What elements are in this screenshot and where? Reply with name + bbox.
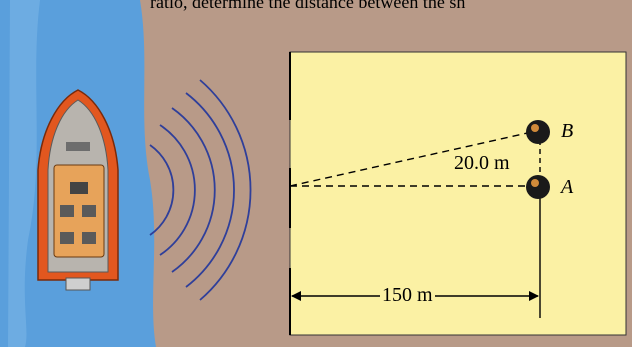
label-b: B (561, 120, 574, 142)
speaker-a (526, 175, 550, 199)
caption-fragment: ratio, determine the distance between th… (150, 0, 466, 12)
boat-hatch (66, 142, 90, 151)
sound-wave (171, 107, 216, 273)
boat-icon (37, 89, 119, 291)
sound-wave (159, 124, 196, 256)
distance-label: 150 m (380, 284, 435, 307)
sound-wave (185, 92, 235, 288)
speaker-b (526, 120, 550, 144)
speaker-b-highlight (531, 124, 539, 132)
sound-wave-icon (149, 79, 252, 301)
speaker-icon (526, 120, 550, 144)
cabin-window (60, 205, 74, 217)
sound-wave (149, 144, 175, 236)
cabin-window (60, 232, 74, 244)
sound-wave (199, 79, 252, 301)
water-shadow (8, 0, 40, 347)
cabin-window (82, 232, 96, 244)
speaker-icon (526, 175, 550, 199)
label-a: A (561, 176, 574, 198)
speaker-a-highlight (531, 179, 539, 187)
cabin-window (82, 205, 96, 217)
separation-label: 20.0 m (452, 152, 512, 175)
boat-motor (65, 277, 91, 291)
cabin-console (70, 182, 88, 194)
line-of-sight-b (289, 131, 533, 187)
field-panel (289, 51, 627, 336)
